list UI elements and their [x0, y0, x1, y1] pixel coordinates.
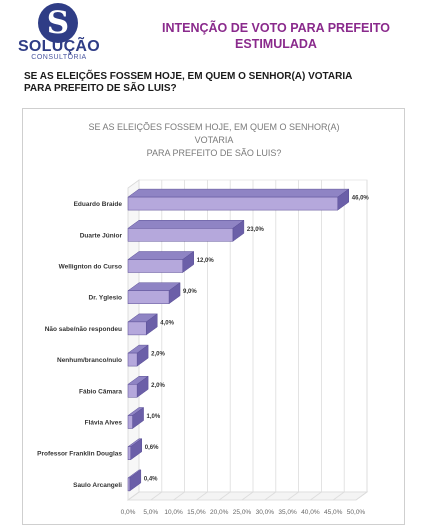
category-label: Wellignton do Curso [59, 264, 122, 271]
category-label: Não sabe/não respondeu [45, 326, 122, 333]
gridline-floor [332, 491, 345, 501]
bar [127, 196, 339, 211]
gridline-floor [355, 491, 368, 501]
category-label: Saulo Arcangeli [73, 482, 122, 489]
gridline-floor [287, 491, 299, 501]
category-label: Eduardo Braide [74, 201, 123, 208]
data-label: 9,0% [183, 289, 197, 295]
gridline-floor [218, 491, 231, 501]
chart-title-line2: VOTARIA [194, 135, 234, 145]
company-logo: S SOLUÇÃO CONSULTORIA [8, 3, 110, 61]
x-tick-label: 10,0% [164, 509, 183, 516]
bar [127, 446, 131, 460]
x-tick-label: 25,0% [233, 509, 252, 516]
gridline-floor [241, 491, 254, 501]
x-tick-label: 35,0% [278, 509, 297, 516]
category-label: Fábio Câmara [79, 388, 122, 395]
page-title-line2: ESTIMULADA [235, 37, 317, 51]
bar [127, 352, 138, 367]
x-tick-label: 50,0% [347, 509, 366, 516]
data-label: 46,0% [352, 196, 370, 202]
x-tick-label: 0,0% [121, 509, 136, 516]
survey-question-line1: SE AS ELEIÇÕES FOSSEM HOJE, EM QUEM O SE… [24, 71, 353, 82]
x-tick-label: 40,0% [301, 509, 320, 516]
chart-title: SE AS ELEIÇÕES FOSSEM HOJE, EM QUEM O SE… [24, 121, 404, 160]
bar-top [127, 251, 195, 260]
gridline-floor [173, 491, 185, 501]
gridline-floor [150, 491, 163, 501]
category-label: Dr. Yglesio [89, 295, 123, 302]
survey-question-line2: PARA PREFEITO DE SÃO LUIS? [24, 83, 177, 94]
bar [127, 259, 183, 273]
gridline-floor [196, 491, 208, 501]
bar-top [127, 220, 245, 229]
bar [127, 384, 138, 398]
data-label: 4,0% [160, 320, 174, 326]
x-tick-label: 15,0% [187, 509, 206, 516]
data-label: 2,0% [151, 352, 165, 358]
bar-top [127, 188, 350, 198]
bar [127, 321, 147, 336]
gridline-floor [310, 491, 322, 501]
chart-title-line1: SE AS ELEIÇÕES FOSSEM HOJE, EM QUEM O SE… [88, 122, 340, 132]
data-label: 1,0% [147, 414, 161, 420]
data-label: 23,0% [247, 227, 265, 233]
logo-emblem [38, 3, 78, 43]
bar [127, 415, 133, 429]
gridline-floor [264, 491, 277, 501]
data-label: 0,6% [145, 445, 159, 451]
data-label: 0,4% [144, 476, 158, 482]
logo-name: SOLUÇÃO [17, 38, 101, 55]
page-title: INTENÇÃO DE VOTO PARA PREFEITO ESTIMULAD… [126, 20, 426, 52]
data-label: 12,0% [197, 258, 215, 264]
survey-question: SE AS ELEIÇÕES FOSSEM HOJE, EM QUEM O SE… [24, 71, 414, 95]
logo-s-glyph: S [46, 5, 70, 41]
x-tick-label: 30,0% [256, 509, 275, 516]
bar [127, 228, 234, 242]
category-label: Nenhum/branco/nulo [57, 357, 122, 364]
x-tick-label: 45,0% [324, 509, 343, 516]
bar [127, 290, 170, 304]
chart-title-line3: PARA PREFEITO DE SÃO LUIS? [146, 148, 282, 158]
data-label: 2,0% [151, 383, 165, 389]
x-tick-label: 20,0% [210, 509, 229, 516]
category-label: Professor Franklin Douglas [37, 451, 122, 458]
bar [127, 477, 131, 492]
category-label: Duarte Júnior [80, 232, 123, 239]
page-title-line1: INTENÇÃO DE VOTO PARA PREFEITO [161, 21, 391, 35]
gridline-floor [127, 491, 140, 501]
logo-subtitle: CONSULTORIA [31, 54, 87, 61]
category-label: Flávia Alves [85, 420, 123, 427]
x-tick-label: 5,0% [143, 509, 158, 516]
